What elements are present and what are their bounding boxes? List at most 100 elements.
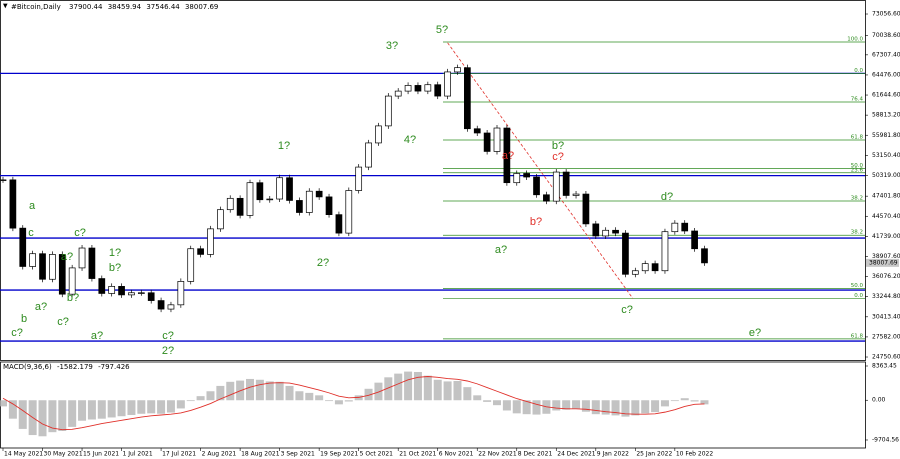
wave-label: b? [530,216,542,228]
y-tick-label: 44570.40 [872,213,900,220]
macd-bar [562,400,571,410]
x-tick-label: 2 Aug 2021 [202,451,237,458]
macd-bar [176,400,185,409]
x-tick-label: 5 Oct 2021 [360,451,393,458]
macd-bar [512,400,521,414]
macd-bar [384,377,393,401]
macd-bar [157,400,166,414]
x-tick-label: 1 Jul 2021 [123,451,153,458]
macd-bar [552,400,561,411]
macd-bar [611,400,620,416]
wave-label: c [28,227,34,239]
wave-label: a [29,200,36,212]
macd-bar [0,400,7,407]
candle-body [661,231,669,272]
y-tick-label: 47401.80 [872,193,900,200]
wave-label: c? [621,304,633,316]
x-tick-label: 9 Jan 2022 [597,451,629,458]
y-tick-label: 70038.60 [872,32,900,39]
candle-body [612,229,619,234]
macd-bar [670,400,679,402]
macd-bar [522,400,531,415]
candle-body [483,132,491,152]
candle-body [681,222,689,232]
candle-body [325,196,333,216]
candle-body [533,176,540,196]
candle-body [19,227,27,267]
macd-bar [97,400,106,419]
macd-main-value: -1582.179 [57,363,93,371]
candle-body [246,182,254,216]
macd-bar [265,381,274,401]
macd-bar [641,400,650,414]
candle-body [572,193,580,196]
wave-label: d? [661,191,673,203]
y-tick-label: 53150.40 [872,152,900,159]
y-tick-label: 61644.60 [872,92,900,99]
candle-body [128,292,135,296]
macd-bar [117,400,126,417]
macd-bar [325,400,334,402]
candle-body [424,84,432,92]
candle-body [552,171,560,202]
candle-body [592,223,600,237]
candle-body [137,292,145,294]
macd-bar [87,400,96,420]
macd-bar [206,391,215,401]
macd-header: MACD(9,36,6) -1582.179 -797.426 [3,363,130,371]
candle-body [0,179,7,182]
last-price-label: 38007.69 [869,259,898,266]
macd-bar [48,400,57,433]
candle-body [651,263,659,272]
macd-bar [127,400,136,415]
macd-bar [581,400,590,412]
x-tick-label: 10 Feb 2022 [676,451,714,458]
y-tick-label: 41739.00 [872,233,900,240]
macd-title: MACD(9,36,6) [3,363,52,371]
macd-bar [255,379,264,401]
macd-signal-line [2,376,705,431]
macd-bar [295,391,304,401]
close-value: 38007.69 [185,3,218,11]
macd-bar [275,381,284,401]
macd-bar [246,378,254,401]
macd-bar [58,400,67,431]
macd-bar [680,398,689,401]
candle-body [464,67,471,130]
macd-bar [572,400,581,409]
candle-body [375,125,382,144]
fib-label: 38.2 [851,196,863,202]
wave-label: a? [495,244,507,256]
candle-body [68,267,76,295]
macd-bar [423,375,432,401]
candle-body [236,197,244,216]
candle-body [39,253,46,280]
wave-label: e? [749,327,761,339]
candle-body [315,190,323,198]
candle-body [641,263,649,272]
macd-bar [394,373,403,401]
y-tick-label: 73056.60 [872,11,900,18]
candle-body [493,127,501,152]
macd-bar [305,392,314,401]
candle-body [49,254,56,280]
candle-body [473,128,481,134]
candle-body [217,209,224,230]
macd-bar [226,381,235,401]
candle-body [167,304,175,310]
candle-body [562,171,570,196]
candle-body [434,84,442,97]
macd-bar [502,400,511,411]
macd-bar [483,400,492,402]
candle-body [444,71,451,97]
candle-body [394,90,402,97]
wave-label: a? [35,301,47,313]
candle-body [454,67,461,73]
header: #Bitcoin,Daily 37900.44 38459.94 37546.4… [11,3,218,11]
candle-body [276,177,283,200]
wave-label: 3? [386,40,398,52]
x-tick-label: 6 Nov 2021 [439,451,474,458]
candle-body [631,270,639,275]
collapse-icon: ▼ [3,3,8,10]
